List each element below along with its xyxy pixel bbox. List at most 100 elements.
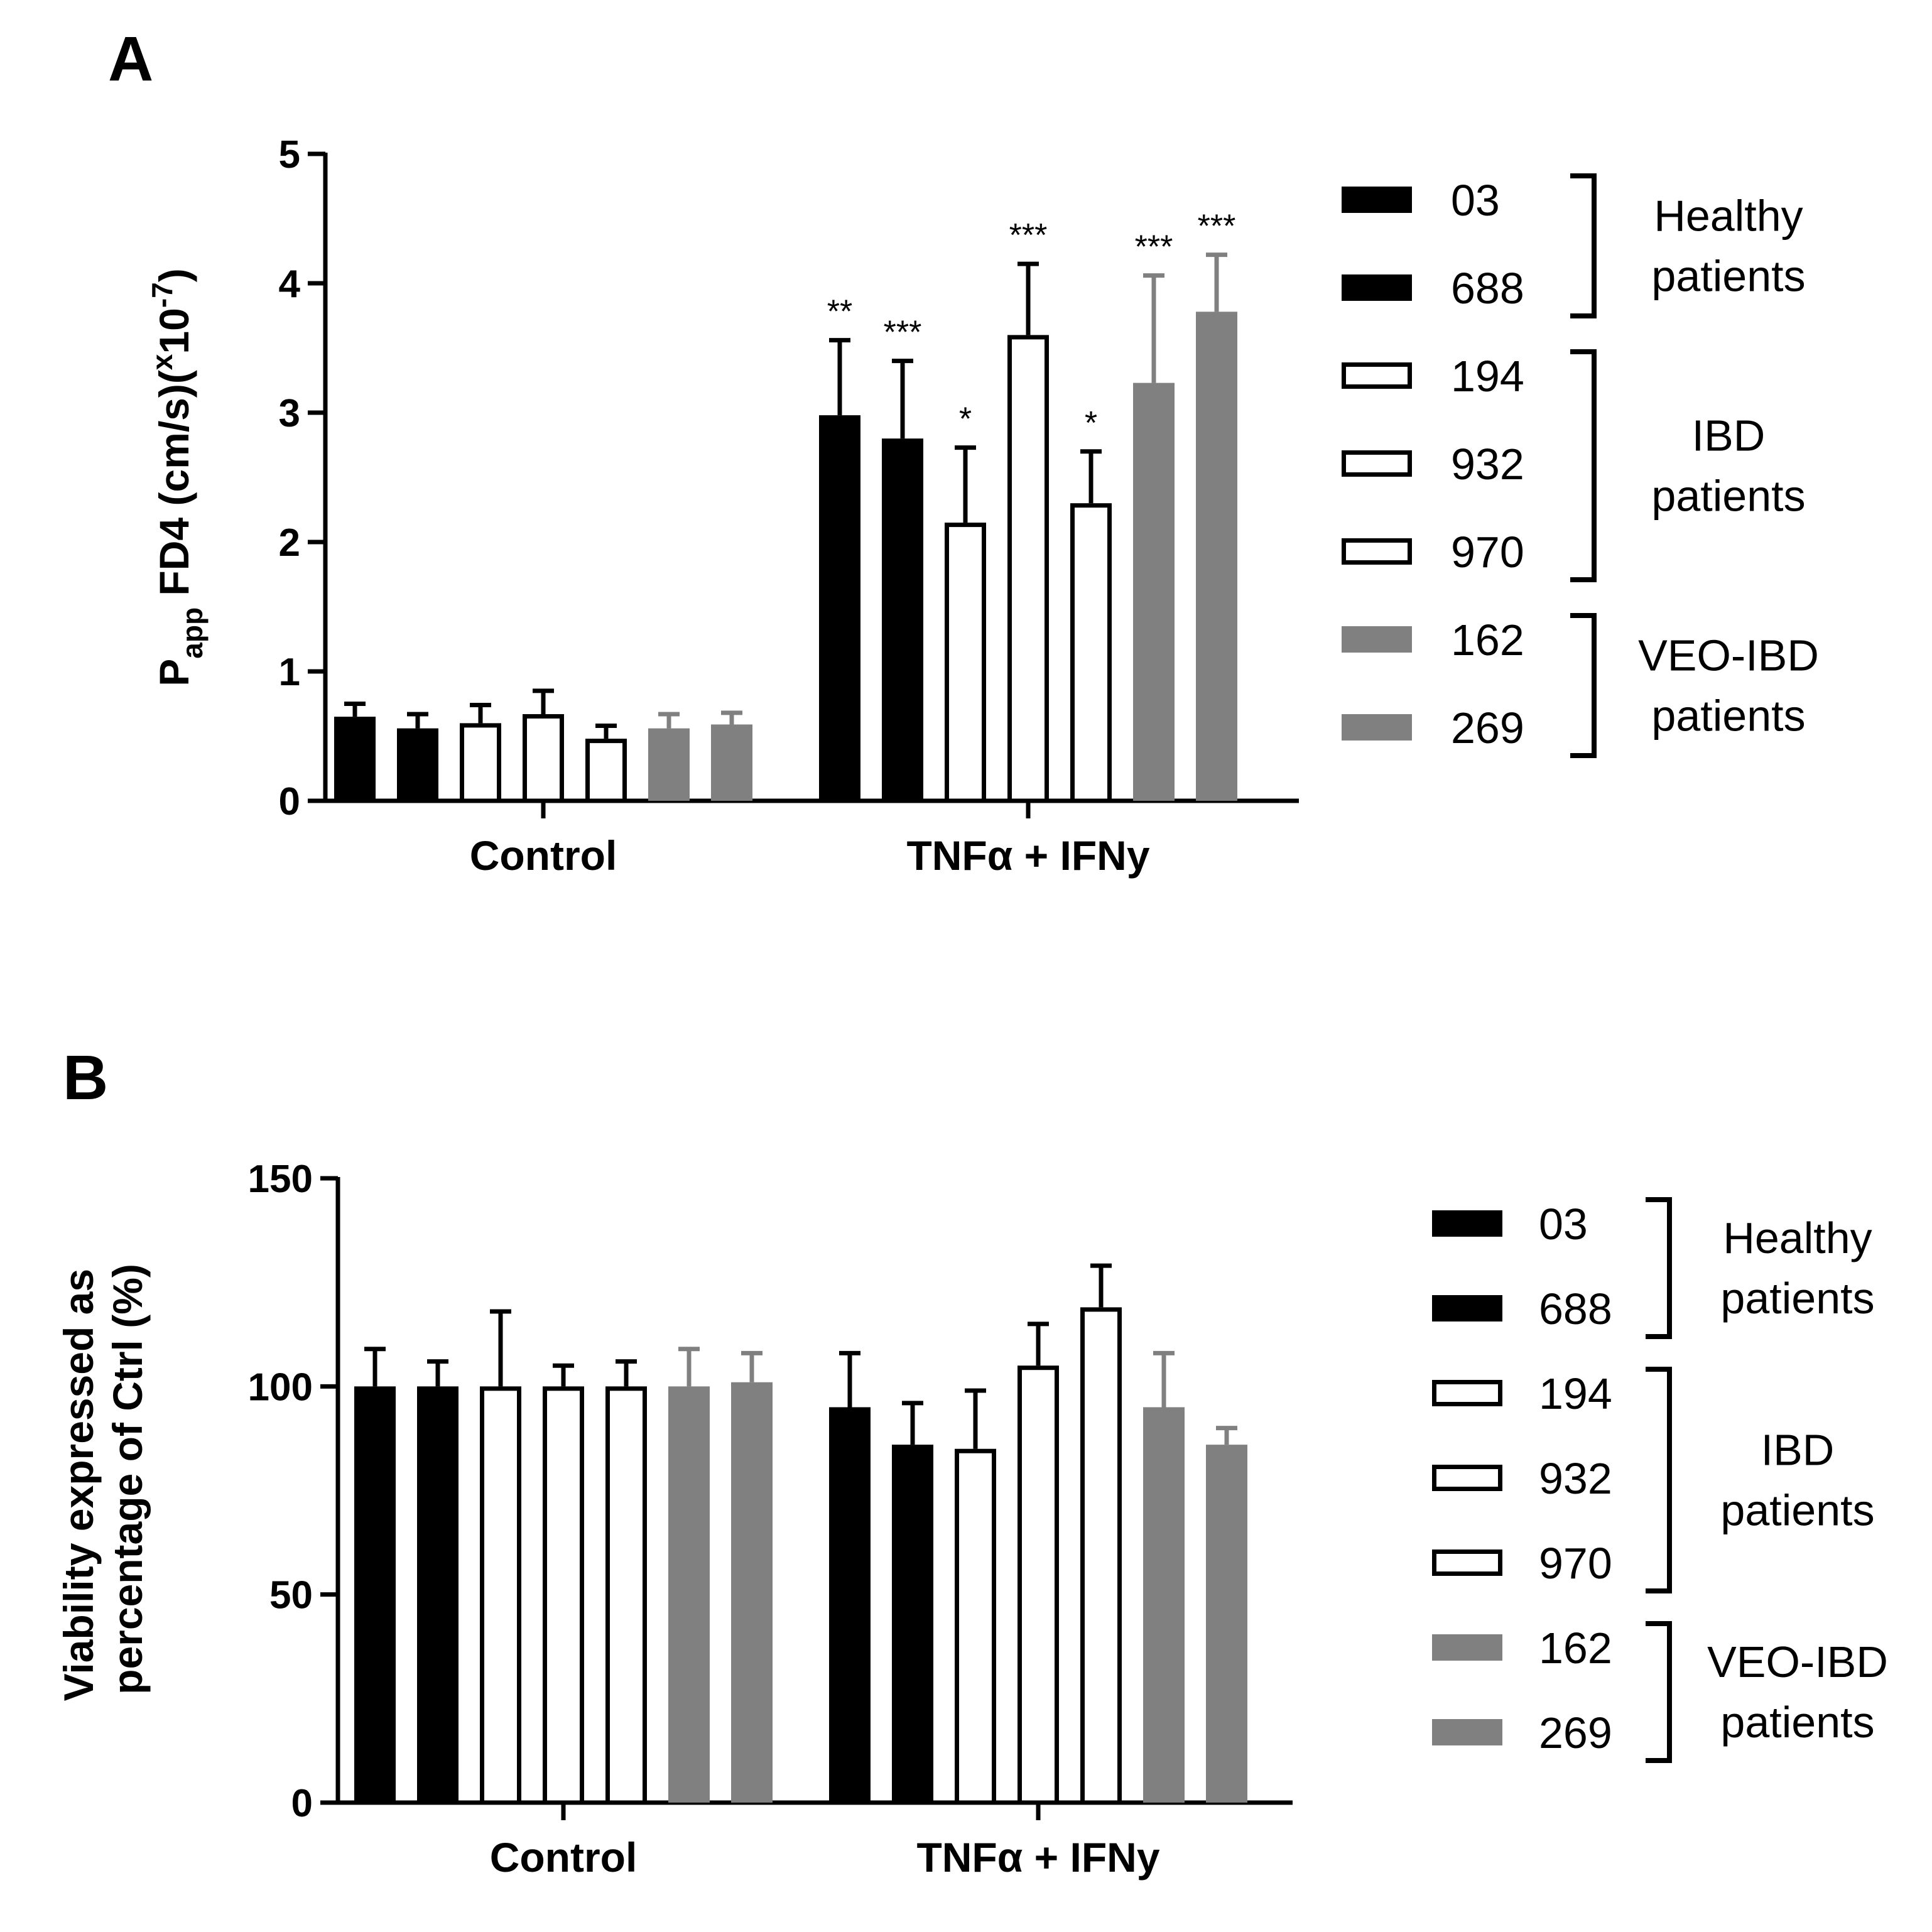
bar-269-control	[711, 724, 752, 801]
y-tick-label: 3	[279, 392, 300, 435]
bar-688-control	[417, 1386, 459, 1803]
bar-970-treated	[1070, 503, 1112, 803]
bar-03-control	[334, 717, 376, 801]
significance-label: ***	[1198, 209, 1236, 245]
bar-162-treated	[1143, 1407, 1185, 1803]
legend-label-03: 03	[1451, 176, 1500, 225]
legend-label-269: 269	[1539, 1708, 1612, 1757]
significance-label: *	[959, 401, 972, 438]
bar-194-treated	[945, 523, 986, 803]
bar-162-treated	[1133, 383, 1175, 801]
y-tick-label: 150	[248, 1158, 313, 1201]
legend-label-970: 970	[1539, 1539, 1612, 1588]
legend-swatch-162	[1342, 626, 1412, 653]
y-tick-label: 2	[279, 521, 300, 565]
bar-932-control	[543, 1386, 584, 1805]
legend-group-label: IBD	[1692, 411, 1766, 460]
legend-group-label: IBD	[1761, 1426, 1835, 1475]
panel-a-label: A	[108, 24, 153, 94]
legend-swatch-932	[1432, 1465, 1502, 1491]
y-tick-label: 1	[279, 651, 300, 694]
legend-swatch-970	[1342, 538, 1412, 565]
bar-194-control	[480, 1386, 521, 1805]
y-label-line-2: percentage of Ctrl (%)	[104, 1264, 151, 1695]
bar-162-control	[668, 1386, 710, 1803]
legend-swatch-162	[1432, 1634, 1502, 1661]
legend-label-194: 194	[1451, 352, 1524, 401]
y-label-mid: 10	[151, 308, 197, 354]
legend-label-970: 970	[1451, 528, 1524, 577]
legend-bracket	[1646, 1197, 1672, 1339]
y-label-end: )	[151, 268, 197, 282]
y-label-line-1: Viability expressed as	[55, 1269, 102, 1701]
panel-b: B 0 50 100 150 Control TNFα + IFNy 03 688 194 93…	[55, 1043, 1888, 1880]
y-tick-label: 0	[279, 780, 300, 823]
legend-group-label: VEO-IBD	[1707, 1637, 1888, 1686]
bar-03-control	[354, 1386, 396, 1803]
bar-970-treated	[1080, 1307, 1122, 1805]
panel-b-legend: 03 688 194 932 970 162 269 Healthy patients IBD pa…	[1432, 1197, 1888, 1763]
significance-label: *	[1085, 405, 1097, 442]
y-label-rest: FD4 (cm/s)(	[151, 370, 197, 607]
legend-swatch-194	[1342, 362, 1412, 389]
legend-bracket	[1570, 613, 1597, 758]
bar-932-control	[523, 714, 564, 803]
legend-group-label: Healthy	[1723, 1213, 1872, 1262]
legend-swatch-03	[1432, 1210, 1502, 1237]
significance-label: ***	[1009, 217, 1048, 254]
legend-bracket	[1646, 1621, 1672, 1763]
legend-swatch-269	[1432, 1719, 1502, 1745]
bar-03-treated	[829, 1407, 871, 1803]
legend-swatch-688	[1432, 1295, 1502, 1321]
bar-970-control	[605, 1386, 647, 1805]
x-category-label: Control	[470, 832, 617, 879]
legend-label-932: 932	[1539, 1454, 1612, 1503]
legend-swatch-03	[1342, 187, 1412, 213]
y-label-sub: app	[176, 607, 209, 659]
bar-932-treated	[1007, 335, 1049, 803]
legend-group-label: patients	[1720, 1486, 1874, 1535]
bar-688-treated	[882, 438, 923, 801]
legend-label-03: 03	[1539, 1200, 1588, 1249]
panel-a-legend: 03 688 194 932 970 162 269 Healthy patients IBD pa…	[1342, 173, 1819, 758]
legend-swatch-970	[1432, 1549, 1502, 1576]
bar-269-treated	[1206, 1445, 1247, 1803]
legend-label-688: 688	[1451, 264, 1524, 313]
panel-a-y-axis-label: Papp FD4 (cm/s)(x10-7)	[146, 268, 209, 686]
bar-688-control	[397, 728, 438, 801]
legend-group-label: patients	[1651, 252, 1805, 301]
bar-932-treated	[1018, 1365, 1059, 1805]
legend-swatch-194	[1432, 1380, 1502, 1406]
y-tick-label: 100	[248, 1365, 313, 1409]
legend-group-label: patients	[1720, 1274, 1874, 1323]
y-label-sup1: x	[146, 354, 178, 370]
legend-group-label: patients	[1651, 692, 1805, 741]
bar-269-treated	[1196, 312, 1237, 801]
legend-label-194: 194	[1539, 1369, 1612, 1418]
x-category-label: Control	[490, 1834, 638, 1880]
y-tick-label: 0	[291, 1782, 313, 1825]
legend-group-label: patients	[1651, 472, 1805, 521]
legend-swatch-269	[1342, 714, 1412, 741]
bar-269-control	[731, 1382, 773, 1803]
panel-b-bars	[354, 1263, 1247, 1805]
legend-group-label: patients	[1720, 1698, 1874, 1747]
legend-label-688: 688	[1539, 1284, 1612, 1333]
bar-970-control	[585, 739, 627, 803]
y-tick-label: 4	[279, 263, 301, 306]
y-label-main: P	[151, 659, 197, 687]
x-category-label: TNFα + IFNy	[906, 832, 1149, 879]
legend-swatch-688	[1342, 274, 1412, 301]
legend-label-269: 269	[1451, 703, 1524, 752]
legend-group-label: Healthy	[1654, 192, 1803, 241]
bar-194-control	[460, 723, 501, 803]
bar-194-treated	[955, 1448, 996, 1805]
panel-b-y-axis-label: Viability expressed as percentage of Ctr…	[55, 1257, 151, 1701]
legend-bracket	[1570, 173, 1597, 318]
legend-bracket	[1570, 349, 1597, 582]
bar-03-treated	[819, 415, 860, 801]
significance-label: ***	[884, 315, 922, 351]
y-label-sup2: -7	[146, 282, 178, 308]
